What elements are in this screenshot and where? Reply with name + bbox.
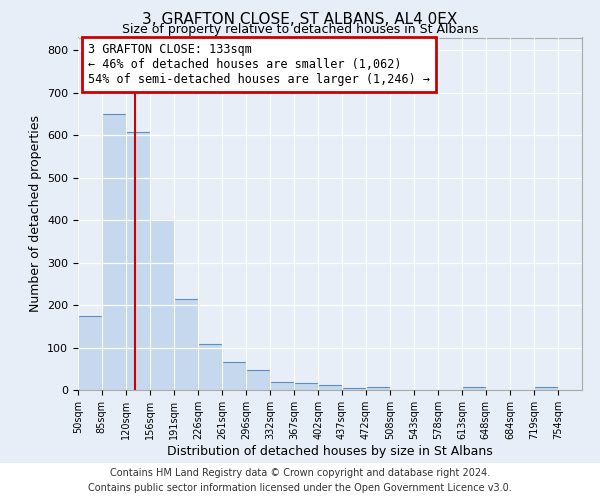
Bar <box>342 388 366 390</box>
Bar <box>198 344 222 390</box>
Text: Contains HM Land Registry data © Crown copyright and database right 2024.: Contains HM Land Registry data © Crown c… <box>110 468 490 478</box>
Bar <box>150 220 174 390</box>
Text: Size of property relative to detached houses in St Albans: Size of property relative to detached ho… <box>122 22 478 36</box>
Bar <box>366 386 391 390</box>
X-axis label: Distribution of detached houses by size in St Albans: Distribution of detached houses by size … <box>167 444 493 458</box>
Bar <box>271 382 294 390</box>
Bar <box>78 316 102 390</box>
Text: Contains public sector information licensed under the Open Government Licence v3: Contains public sector information licen… <box>88 483 512 493</box>
Bar <box>462 386 486 390</box>
Bar <box>246 370 271 390</box>
Bar <box>318 385 342 390</box>
Bar <box>102 114 126 390</box>
Bar <box>294 383 318 390</box>
Bar <box>174 298 198 390</box>
Bar <box>534 386 558 390</box>
Bar <box>126 132 150 390</box>
Text: 3 GRAFTON CLOSE: 133sqm
← 46% of detached houses are smaller (1,062)
54% of semi: 3 GRAFTON CLOSE: 133sqm ← 46% of detache… <box>88 43 430 86</box>
Text: 3, GRAFTON CLOSE, ST ALBANS, AL4 0EX: 3, GRAFTON CLOSE, ST ALBANS, AL4 0EX <box>142 12 458 28</box>
Y-axis label: Number of detached properties: Number of detached properties <box>29 116 41 312</box>
Bar <box>222 362 246 390</box>
